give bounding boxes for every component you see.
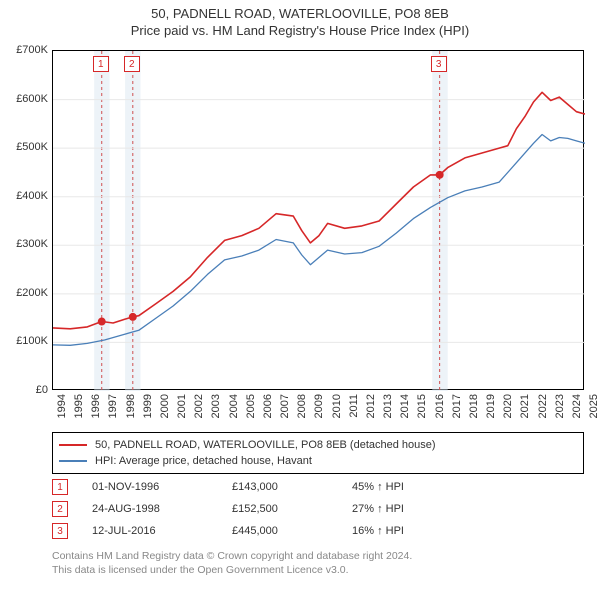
xtick-label: 2021	[519, 394, 531, 418]
xtick-label: 2017	[451, 394, 463, 418]
event-badge-3: 3	[431, 56, 447, 72]
xtick-label: 2002	[193, 394, 205, 418]
event-price: £143,000	[232, 481, 352, 493]
event-date: 24-AUG-1998	[92, 503, 232, 515]
ytick-label: £300K	[16, 238, 48, 250]
ytick-label: £200K	[16, 287, 48, 299]
ytick-label: £500K	[16, 141, 48, 153]
xtick-label: 2015	[416, 394, 428, 418]
event-row-badge: 1	[52, 479, 68, 495]
xtick-label: 2000	[159, 394, 171, 418]
xtick-label: 2005	[245, 394, 257, 418]
xtick-label: 1999	[142, 394, 154, 418]
events-table: 1 01-NOV-1996£143,00045% ↑ HPI 2 24-AUG-199…	[52, 476, 404, 542]
event-pct: 27% ↑ HPI	[352, 503, 404, 515]
event-row-badge: 2	[52, 501, 68, 517]
legend-label-property: 50, PADNELL ROAD, WATERLOOVILLE, PO8 8EB…	[95, 439, 436, 451]
ytick-label: £100K	[16, 335, 48, 347]
xtick-label: 2003	[210, 394, 222, 418]
xtick-label: 2020	[502, 394, 514, 418]
xtick-label: 1998	[125, 394, 137, 418]
xtick-label: 2014	[399, 394, 411, 418]
event-price: £445,000	[232, 525, 352, 537]
footer-attribution: Contains HM Land Registry data © Crown c…	[52, 550, 412, 577]
event-row-badge: 3	[52, 523, 68, 539]
title-block: 50, PADNELL ROAD, WATERLOOVILLE, PO8 8EB…	[0, 0, 600, 40]
xtick-label: 1996	[90, 394, 102, 418]
footer-line2: This data is licensed under the Open Gov…	[52, 564, 412, 578]
chart-container: 50, PADNELL ROAD, WATERLOOVILLE, PO8 8EB…	[0, 0, 600, 590]
footer-line1: Contains HM Land Registry data © Crown c…	[52, 550, 412, 564]
legend-swatch-hpi	[59, 460, 87, 462]
legend: 50, PADNELL ROAD, WATERLOOVILLE, PO8 8EB…	[52, 432, 584, 474]
ytick-label: £700K	[16, 44, 48, 56]
xtick-label: 2024	[571, 394, 583, 418]
event-badge-1: 1	[93, 56, 109, 72]
xtick-label: 2010	[331, 394, 343, 418]
event-date: 12-JUL-2016	[92, 525, 232, 537]
xtick-label: 2006	[262, 394, 274, 418]
title-subtitle: Price paid vs. HM Land Registry's House …	[0, 23, 600, 38]
event-row: 2 24-AUG-1998£152,50027% ↑ HPI	[52, 498, 404, 520]
xtick-label: 2018	[468, 394, 480, 418]
legend-label-hpi: HPI: Average price, detached house, Hava…	[95, 455, 312, 467]
chart-svg	[53, 51, 585, 391]
xtick-label: 2008	[296, 394, 308, 418]
xtick-label: 2022	[537, 394, 549, 418]
xtick-label: 2009	[313, 394, 325, 418]
xtick-label: 2019	[485, 394, 497, 418]
event-date: 01-NOV-1996	[92, 481, 232, 493]
title-address: 50, PADNELL ROAD, WATERLOOVILLE, PO8 8EB	[0, 6, 600, 21]
xtick-label: 2011	[348, 394, 360, 418]
legend-row-hpi: HPI: Average price, detached house, Hava…	[59, 453, 577, 469]
ytick-label: £600K	[16, 93, 48, 105]
event-row: 1 01-NOV-1996£143,00045% ↑ HPI	[52, 476, 404, 498]
xtick-label: 2013	[382, 394, 394, 418]
xtick-label: 2012	[365, 394, 377, 418]
event-row: 3 12-JUL-2016£445,00016% ↑ HPI	[52, 520, 404, 542]
legend-swatch-property	[59, 444, 87, 446]
xtick-label: 1997	[107, 394, 119, 418]
event-badge-2: 2	[124, 56, 140, 72]
ytick-label: £400K	[16, 190, 48, 202]
event-price: £152,500	[232, 503, 352, 515]
xtick-label: 2023	[554, 394, 566, 418]
event-pct: 16% ↑ HPI	[352, 525, 404, 537]
event-pct: 45% ↑ HPI	[352, 481, 404, 493]
legend-row-property: 50, PADNELL ROAD, WATERLOOVILLE, PO8 8EB…	[59, 437, 577, 453]
xtick-label: 2007	[279, 394, 291, 418]
xtick-label: 2001	[176, 394, 188, 418]
xtick-label: 2004	[228, 394, 240, 418]
chart-plot-area	[52, 50, 584, 390]
xtick-label: 1994	[56, 394, 68, 418]
xtick-label: 2016	[434, 394, 446, 418]
xtick-label: 1995	[73, 394, 85, 418]
xtick-label: 2025	[588, 394, 600, 418]
ytick-label: £0	[36, 384, 48, 396]
